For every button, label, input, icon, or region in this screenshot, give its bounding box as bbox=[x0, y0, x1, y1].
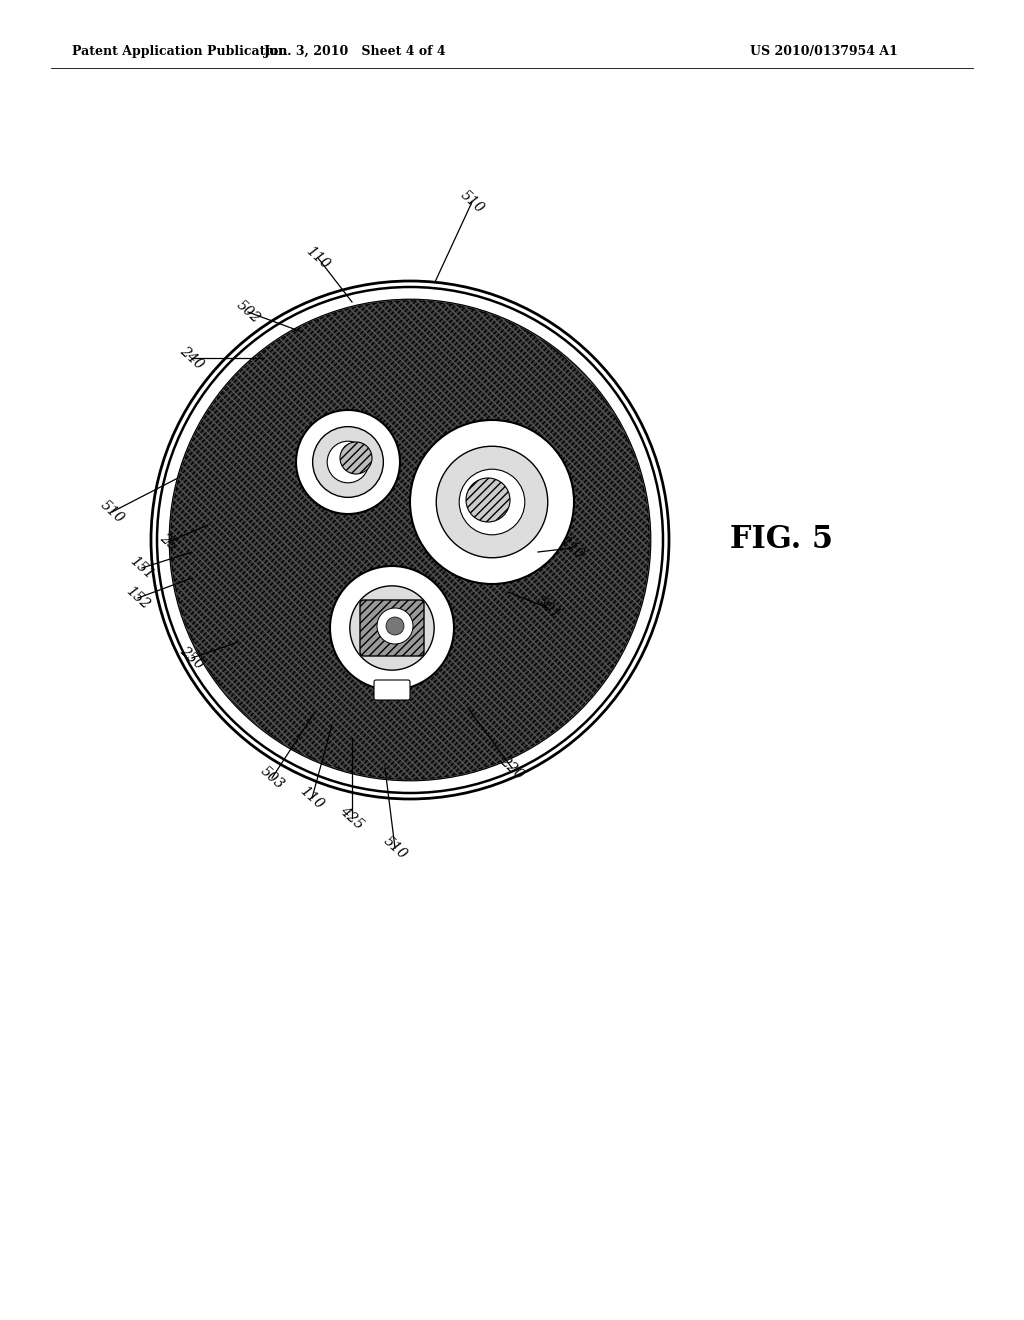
Circle shape bbox=[377, 609, 413, 644]
Text: 220: 220 bbox=[498, 754, 526, 783]
Text: US 2010/0137954 A1: US 2010/0137954 A1 bbox=[750, 45, 898, 58]
Text: 250: 250 bbox=[177, 644, 207, 672]
Text: 25: 25 bbox=[157, 531, 179, 553]
Circle shape bbox=[170, 300, 650, 780]
Circle shape bbox=[151, 281, 669, 799]
Text: FIG. 5: FIG. 5 bbox=[730, 524, 833, 556]
Circle shape bbox=[157, 286, 663, 793]
FancyBboxPatch shape bbox=[374, 680, 410, 700]
Circle shape bbox=[368, 603, 417, 653]
Circle shape bbox=[296, 411, 400, 513]
Text: 510: 510 bbox=[458, 187, 486, 216]
Circle shape bbox=[410, 420, 574, 583]
Circle shape bbox=[466, 478, 510, 521]
Circle shape bbox=[312, 426, 383, 498]
Circle shape bbox=[340, 442, 372, 474]
Text: 501: 501 bbox=[534, 594, 562, 622]
Text: 502: 502 bbox=[233, 298, 262, 326]
Text: 110: 110 bbox=[297, 784, 327, 812]
Circle shape bbox=[459, 469, 524, 535]
Circle shape bbox=[350, 586, 434, 671]
Text: 110: 110 bbox=[557, 533, 587, 562]
Text: Jun. 3, 2010   Sheet 4 of 4: Jun. 3, 2010 Sheet 4 of 4 bbox=[264, 45, 446, 58]
Circle shape bbox=[386, 616, 404, 635]
Text: 510: 510 bbox=[97, 498, 127, 527]
Text: 510: 510 bbox=[381, 834, 410, 862]
Circle shape bbox=[436, 446, 548, 558]
FancyBboxPatch shape bbox=[360, 601, 424, 656]
Text: Patent Application Publication: Patent Application Publication bbox=[72, 45, 288, 58]
Text: 151: 151 bbox=[127, 554, 157, 582]
Text: 152: 152 bbox=[124, 583, 153, 612]
Text: 110: 110 bbox=[303, 244, 333, 272]
Text: 240: 240 bbox=[177, 345, 207, 372]
Circle shape bbox=[330, 566, 454, 690]
Text: 503: 503 bbox=[257, 764, 287, 792]
Circle shape bbox=[328, 441, 369, 483]
Text: 425: 425 bbox=[338, 804, 367, 832]
